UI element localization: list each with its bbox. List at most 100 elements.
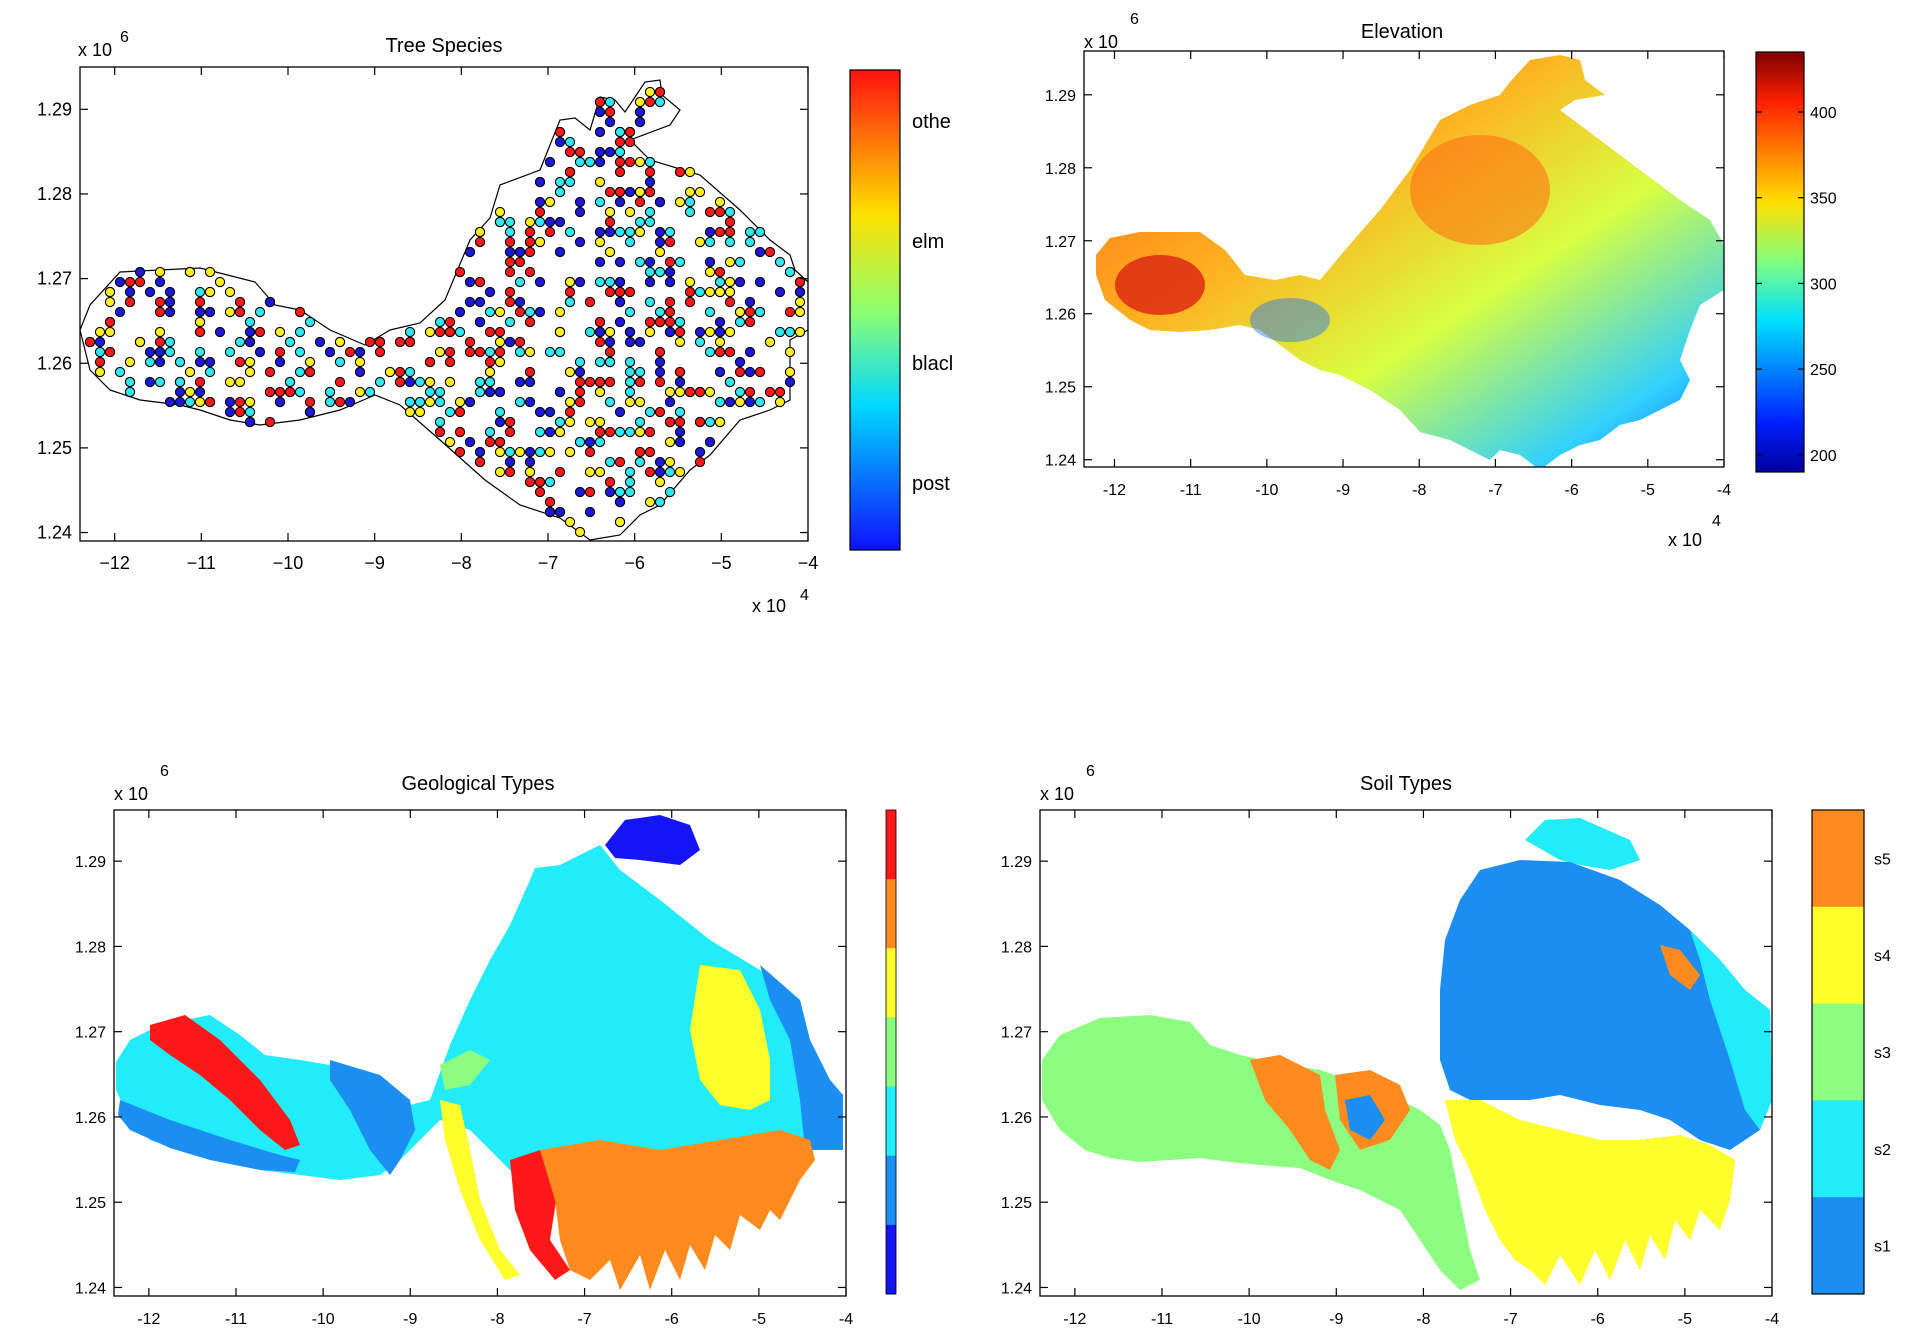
tree-species-point [714, 336, 726, 348]
tree-species-point [514, 346, 526, 358]
tree-species-point [514, 376, 526, 388]
tree-species-point [304, 316, 316, 328]
tree-species-point [524, 366, 536, 378]
soil-y-tick-label: 1.25 [1001, 1195, 1032, 1212]
tree-species-point [634, 396, 646, 408]
tree-species-point [604, 276, 616, 288]
tree-species-point [624, 226, 636, 238]
tree-species-point [504, 266, 516, 278]
tree-species-point [494, 306, 506, 318]
tree-x-tick-label: −8 [451, 553, 472, 573]
tree-species-point [604, 246, 616, 258]
tree-species-point [734, 356, 746, 368]
elev-colorbar-tick-label: 250 [1810, 362, 1837, 379]
tree-species-point [274, 396, 286, 408]
tree-species-point [664, 276, 676, 288]
tree-species-point [724, 326, 736, 338]
tree-species-point [644, 206, 656, 218]
tree-species-point [594, 386, 606, 398]
tree-species-point [534, 236, 546, 248]
tree-species-point [454, 426, 466, 438]
tree-species-point [654, 456, 666, 468]
tree-species-point [134, 266, 146, 278]
elev-y-tick-label: 1.26 [1045, 307, 1076, 324]
elev-x-tick-label: -12 [1103, 482, 1126, 499]
tree-species-point [734, 316, 746, 328]
soil-region-s4 [1445, 1100, 1735, 1285]
tree-species-point [464, 436, 476, 448]
geological-title: Geological Types [401, 773, 554, 795]
tree-species-point [584, 466, 596, 478]
tree-species-point [594, 106, 606, 118]
tree-species-point [654, 266, 666, 278]
tree-species-point [624, 306, 636, 318]
tree-species-point [644, 166, 656, 178]
tree-species-point [644, 86, 656, 98]
tree-species-point [544, 406, 556, 418]
geo-x-tick-label: -8 [490, 1311, 504, 1328]
tree-species-point [584, 326, 596, 338]
tree-species-point [674, 426, 686, 438]
tree-species-point [684, 196, 696, 208]
soil-x-tick-label: -5 [1678, 1311, 1692, 1328]
tree-species-point [194, 346, 206, 358]
tree-species-point [444, 436, 456, 448]
tree-species-point [664, 256, 676, 268]
tree-species-point [564, 406, 576, 418]
tree-species-point [184, 396, 196, 408]
tree-species-point [424, 386, 436, 398]
tree-species-point [414, 406, 426, 418]
geo-y-tick-label: 1.29 [75, 854, 106, 871]
tree-species-point [614, 316, 626, 328]
tree-species-point [154, 336, 166, 348]
elev-colorbar-tick-label: 300 [1810, 276, 1837, 293]
tree-species-point [514, 296, 526, 308]
tree-species-point [714, 316, 726, 328]
tree-species-point [254, 306, 266, 318]
elev-x-multiplier: x 10 [1668, 530, 1702, 550]
tree-species-point [674, 166, 686, 178]
tree-species-point [714, 416, 726, 428]
tree-species-point [604, 426, 616, 438]
tree-species-point [374, 346, 386, 358]
tree-species-point [624, 236, 636, 248]
tree-species-point [424, 356, 436, 368]
tree-species-point [644, 326, 656, 338]
tree-species-point [544, 226, 556, 238]
tree-x-tick-label: −12 [99, 553, 130, 573]
tree-species-point [484, 426, 496, 438]
soil-x-tick-label: -7 [1503, 1311, 1517, 1328]
tree-species-point [754, 396, 766, 408]
tree-species-point [224, 306, 236, 318]
tree-species-point [554, 386, 566, 398]
soil-colorbar-block-s5 [1812, 810, 1864, 908]
tree-species-point [574, 156, 586, 168]
geo-region-red-west [150, 1015, 300, 1150]
tree-species-point [354, 346, 366, 358]
tree-species-point [754, 306, 766, 318]
tree-species-point [284, 376, 296, 388]
tree-species-point [714, 266, 726, 278]
tree-species-point [544, 506, 556, 518]
geo-colorbar-block [886, 1155, 896, 1226]
tree-species-point [654, 476, 666, 488]
tree-species-point [554, 466, 566, 478]
tree-species-point [604, 106, 616, 118]
tree-species-point [744, 316, 756, 328]
tree-species-point [504, 296, 516, 308]
tree-species-point [784, 346, 796, 358]
tree-species-point [194, 396, 206, 408]
tree-species-point [244, 336, 256, 348]
tree-species-point [304, 396, 316, 408]
tree-species-point [174, 386, 186, 398]
tree-species-point [604, 186, 616, 198]
tree-species-point [624, 156, 636, 168]
geo-x-tick-label: -6 [665, 1311, 679, 1328]
tree-species-point [164, 286, 176, 298]
tree-species-point [684, 386, 696, 398]
tree-species-point [494, 406, 506, 418]
geo-y-multiplier: x 10 [114, 784, 148, 804]
tree-species-point [564, 286, 576, 298]
soil-colorbar-block-s3 [1812, 1003, 1864, 1101]
tree-species-point [554, 126, 566, 138]
